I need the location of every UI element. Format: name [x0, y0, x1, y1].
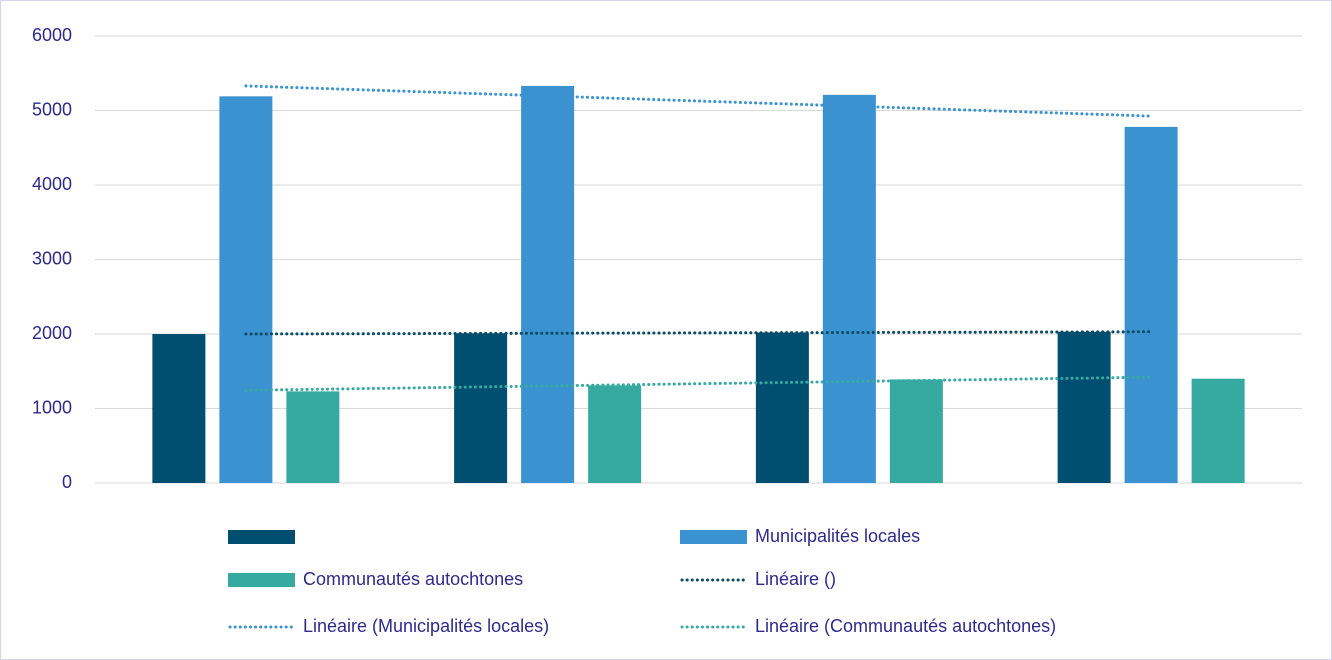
- bar: [219, 96, 273, 483]
- bar: [822, 94, 876, 483]
- y-tick-label: 2000: [32, 323, 72, 343]
- bar: [1124, 126, 1178, 483]
- legend-swatch: [680, 530, 747, 544]
- bar: [755, 332, 809, 483]
- legend-swatch: [228, 573, 295, 587]
- trendline: [244, 330, 1153, 336]
- y-tick-label: 1000: [32, 397, 72, 417]
- bar: [454, 333, 508, 483]
- legend-label: Linéaire (): [755, 569, 836, 589]
- bar: [521, 85, 575, 483]
- trendline: [244, 84, 1153, 118]
- bar: [286, 391, 340, 483]
- legend-swatch: [228, 530, 295, 544]
- y-tick-label: 5000: [32, 99, 72, 119]
- y-tick-label: 6000: [32, 25, 72, 45]
- bar: [152, 334, 206, 483]
- legend-label: Municipalités locales: [755, 526, 920, 546]
- bar: [1191, 378, 1245, 483]
- trendline: [244, 375, 1153, 392]
- bar: [588, 385, 642, 483]
- y-tick-label: 4000: [32, 174, 72, 194]
- legend-label: Linéaire (Municipalités locales): [303, 616, 549, 636]
- legend-label: Communautés autochtones: [303, 569, 523, 589]
- legend-label: Linéaire (Communautés autochtones): [755, 616, 1056, 636]
- bar: [889, 379, 943, 483]
- y-tick-label: 3000: [32, 248, 72, 268]
- y-tick-label: 0: [62, 472, 72, 492]
- bar: [1057, 331, 1111, 483]
